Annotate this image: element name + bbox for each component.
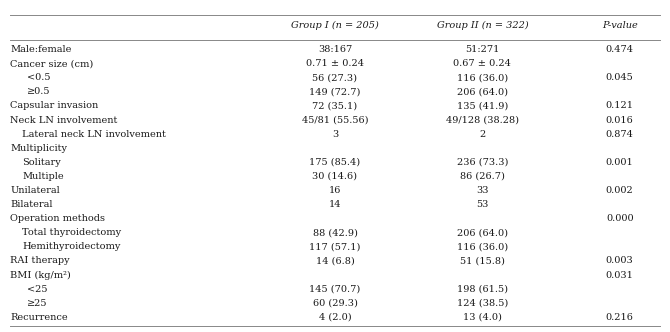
Text: Multiple: Multiple: [22, 172, 64, 181]
Text: Unilateral: Unilateral: [10, 186, 60, 195]
Text: Cancer size (cm): Cancer size (cm): [10, 59, 93, 68]
Text: Capsular invasion: Capsular invasion: [10, 101, 98, 111]
Text: Lateral neck LN involvement: Lateral neck LN involvement: [22, 129, 166, 138]
Text: <25: <25: [27, 285, 48, 293]
Text: 13 (4.0): 13 (4.0): [463, 313, 502, 322]
Text: 116 (36.0): 116 (36.0): [457, 73, 508, 82]
Text: Solitary: Solitary: [22, 158, 61, 167]
Text: 116 (36.0): 116 (36.0): [457, 242, 508, 251]
Text: 60 (29.3): 60 (29.3): [313, 299, 357, 308]
Text: Bilateral: Bilateral: [10, 200, 52, 209]
Text: 0.474: 0.474: [606, 45, 634, 54]
Text: Operation methods: Operation methods: [10, 214, 105, 223]
Text: 3: 3: [332, 129, 338, 138]
Text: 51:271: 51:271: [465, 45, 500, 54]
Text: RAI therapy: RAI therapy: [10, 256, 70, 266]
Text: ≥25: ≥25: [27, 299, 48, 308]
Text: Male:female: Male:female: [10, 45, 72, 54]
Text: 38:167: 38:167: [318, 45, 352, 54]
Text: 0.002: 0.002: [606, 186, 634, 195]
Text: 124 (38.5): 124 (38.5): [457, 299, 508, 308]
Text: 16: 16: [329, 186, 341, 195]
Text: 0.001: 0.001: [606, 158, 634, 167]
Text: 0.016: 0.016: [606, 116, 634, 124]
Text: 0.874: 0.874: [606, 129, 634, 138]
Text: Group I (n = 205): Group I (n = 205): [291, 21, 379, 30]
Text: 4 (2.0): 4 (2.0): [319, 313, 351, 322]
Text: 0.121: 0.121: [606, 101, 634, 111]
Text: 0.000: 0.000: [606, 214, 634, 223]
Text: P-value: P-value: [602, 21, 638, 30]
Text: 149 (72.7): 149 (72.7): [310, 87, 360, 96]
Text: Recurrence: Recurrence: [10, 313, 68, 322]
Text: ≥0.5: ≥0.5: [27, 87, 50, 96]
Text: 53: 53: [476, 200, 488, 209]
Text: 0.031: 0.031: [606, 271, 634, 280]
Text: Total thyroidectomy: Total thyroidectomy: [22, 228, 121, 237]
Text: 51 (15.8): 51 (15.8): [460, 256, 505, 266]
Text: 198 (61.5): 198 (61.5): [457, 285, 508, 293]
Text: 117 (57.1): 117 (57.1): [310, 242, 360, 251]
Text: 30 (14.6): 30 (14.6): [312, 172, 358, 181]
Text: 72 (35.1): 72 (35.1): [312, 101, 358, 111]
Text: 0.003: 0.003: [606, 256, 634, 266]
Text: 14 (6.8): 14 (6.8): [316, 256, 354, 266]
Text: 0.71 ± 0.24: 0.71 ± 0.24: [306, 59, 364, 68]
Text: 0.67 ± 0.24: 0.67 ± 0.24: [454, 59, 511, 68]
Text: 86 (26.7): 86 (26.7): [460, 172, 505, 181]
Text: 175 (85.4): 175 (85.4): [310, 158, 360, 167]
Text: 135 (41.9): 135 (41.9): [457, 101, 508, 111]
Text: 33: 33: [476, 186, 488, 195]
Text: Group II (n = 322): Group II (n = 322): [437, 21, 528, 30]
Text: 88 (42.9): 88 (42.9): [313, 228, 357, 237]
Text: Hemithyroidectomy: Hemithyroidectomy: [22, 242, 121, 251]
Text: Multiplicity: Multiplicity: [10, 144, 67, 153]
Text: 0.045: 0.045: [606, 73, 634, 82]
Text: 0.216: 0.216: [606, 313, 634, 322]
Text: 206 (64.0): 206 (64.0): [457, 87, 508, 96]
Text: BMI (kg/m²): BMI (kg/m²): [10, 271, 71, 280]
Text: 14: 14: [329, 200, 341, 209]
Text: 145 (70.7): 145 (70.7): [310, 285, 360, 293]
Text: 2: 2: [479, 129, 486, 138]
Text: <0.5: <0.5: [27, 73, 50, 82]
Text: Neck LN involvement: Neck LN involvement: [10, 116, 117, 124]
Text: 45/81 (55.56): 45/81 (55.56): [302, 116, 368, 124]
Text: 56 (27.3): 56 (27.3): [312, 73, 358, 82]
Text: 206 (64.0): 206 (64.0): [457, 228, 508, 237]
Text: 236 (73.3): 236 (73.3): [457, 158, 508, 167]
Text: 49/128 (38.28): 49/128 (38.28): [446, 116, 519, 124]
